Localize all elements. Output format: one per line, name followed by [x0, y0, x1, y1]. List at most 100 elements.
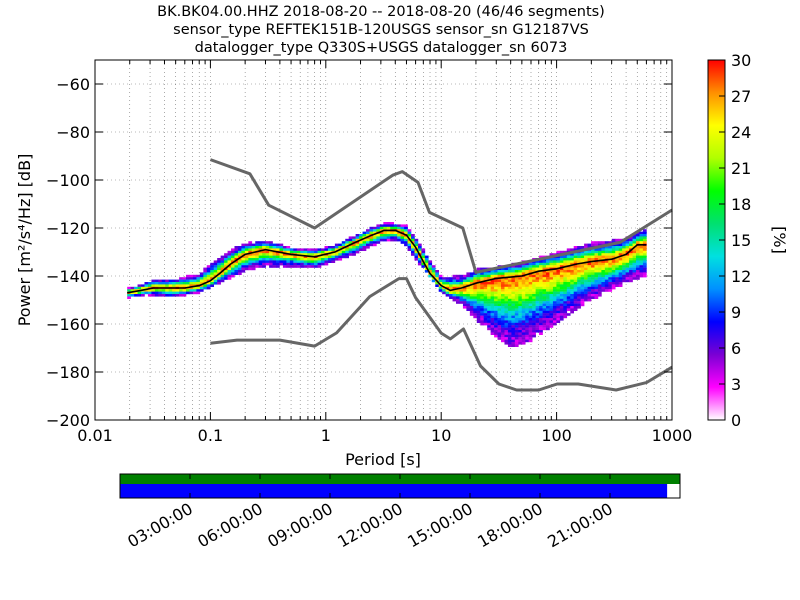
psd-cell	[490, 306, 495, 309]
psd-cell	[632, 270, 637, 273]
psd-cell	[584, 243, 588, 247]
psd-cell	[549, 282, 554, 285]
psd-cell	[622, 260, 626, 263]
psd-cell	[469, 286, 474, 290]
psd-cell	[601, 241, 606, 244]
psd-cell	[601, 258, 606, 261]
psd-cell	[411, 234, 415, 237]
psd-cell	[338, 243, 343, 247]
psd-cell	[511, 306, 516, 309]
psd-cell	[476, 308, 481, 311]
psd-cell	[594, 277, 599, 280]
psd-cell	[546, 327, 550, 331]
psd-cell	[573, 303, 578, 307]
psd-cell	[521, 318, 526, 321]
psd-cell	[629, 262, 633, 266]
psd-cell	[539, 262, 543, 266]
psd-cell	[570, 289, 575, 292]
psd-cell	[525, 279, 530, 283]
psd-cell	[566, 296, 571, 299]
psd-cell	[407, 231, 412, 235]
psd-cell	[539, 315, 543, 319]
psd-cell	[514, 267, 519, 271]
psd-cell	[611, 267, 616, 271]
psd-cell	[310, 265, 315, 268]
psd-cell	[532, 313, 536, 316]
psd-cell	[597, 253, 602, 256]
psd-cell	[639, 262, 644, 266]
psd-cell	[334, 246, 339, 249]
psd-cell	[507, 330, 512, 333]
psd-cell	[255, 253, 260, 256]
psd-cell	[559, 262, 564, 266]
psd-cell	[591, 241, 595, 244]
psd-cell	[237, 270, 242, 273]
psd-cell	[584, 298, 588, 302]
psd-cell	[608, 279, 613, 283]
psd-cell	[625, 267, 630, 271]
psd-cell	[469, 294, 474, 297]
psd-cell	[376, 229, 381, 232]
psd-cell	[248, 243, 253, 247]
psd-cell	[501, 330, 505, 333]
psd-cell	[269, 243, 273, 247]
psd-cell	[608, 250, 613, 254]
psd-cell	[521, 286, 526, 290]
psd-cell	[192, 282, 197, 285]
psd-cell	[597, 248, 602, 251]
psd-cell	[158, 282, 163, 285]
psd-cell	[296, 262, 301, 266]
psd-cell	[636, 248, 640, 251]
psd-cell	[314, 258, 318, 261]
psd-cell	[587, 243, 592, 247]
psd-cell	[362, 234, 367, 237]
psd-cell	[300, 258, 305, 261]
psd-cell	[563, 282, 568, 285]
psd-cell	[466, 296, 471, 299]
psd-cell	[251, 262, 256, 266]
psd-cell	[580, 262, 585, 266]
psd-cell	[591, 267, 595, 271]
psd-cell	[625, 272, 630, 275]
psd-cell	[528, 262, 533, 266]
psd-cell	[542, 310, 547, 314]
psd-cell	[556, 258, 561, 261]
psd-cell	[521, 291, 526, 295]
psd-cell	[376, 224, 381, 227]
psd-cell	[604, 284, 609, 287]
psd-cell	[168, 284, 173, 287]
psd-cell	[241, 267, 246, 271]
psd-cell	[359, 248, 363, 251]
psd-cell	[366, 229, 370, 232]
psd-cell	[383, 224, 388, 227]
psd-cell	[449, 294, 453, 297]
psd-cell	[168, 282, 173, 285]
psd-cell	[514, 318, 519, 321]
chart-title-line-3: datalogger_type Q330S+USGS datalogger_sn…	[195, 40, 568, 56]
psd-cell	[528, 270, 533, 273]
psd-cell	[636, 234, 640, 237]
psd-cell	[161, 282, 166, 285]
psd-cell	[618, 246, 623, 249]
psd-cell	[462, 289, 467, 292]
psd-cell	[514, 342, 519, 345]
psd-cell	[587, 291, 592, 295]
psd-cell	[227, 255, 232, 259]
psd-cell	[514, 298, 519, 302]
psd-cell	[158, 294, 163, 297]
psd-cell	[428, 260, 433, 263]
psd-cell	[196, 279, 201, 283]
psd-cell	[258, 262, 263, 266]
psd-cell	[573, 282, 578, 285]
psd-cell	[625, 253, 630, 256]
psd-cell	[542, 279, 547, 283]
colorbar-tick-label: 24	[731, 123, 751, 142]
colorbar-tick-label: 3	[731, 375, 741, 394]
psd-cell	[435, 270, 440, 273]
psd-cell	[618, 272, 623, 275]
psd-cell	[262, 253, 266, 256]
psd-cell	[622, 262, 626, 266]
psd-cell	[476, 274, 481, 278]
psd-cell	[480, 284, 485, 287]
